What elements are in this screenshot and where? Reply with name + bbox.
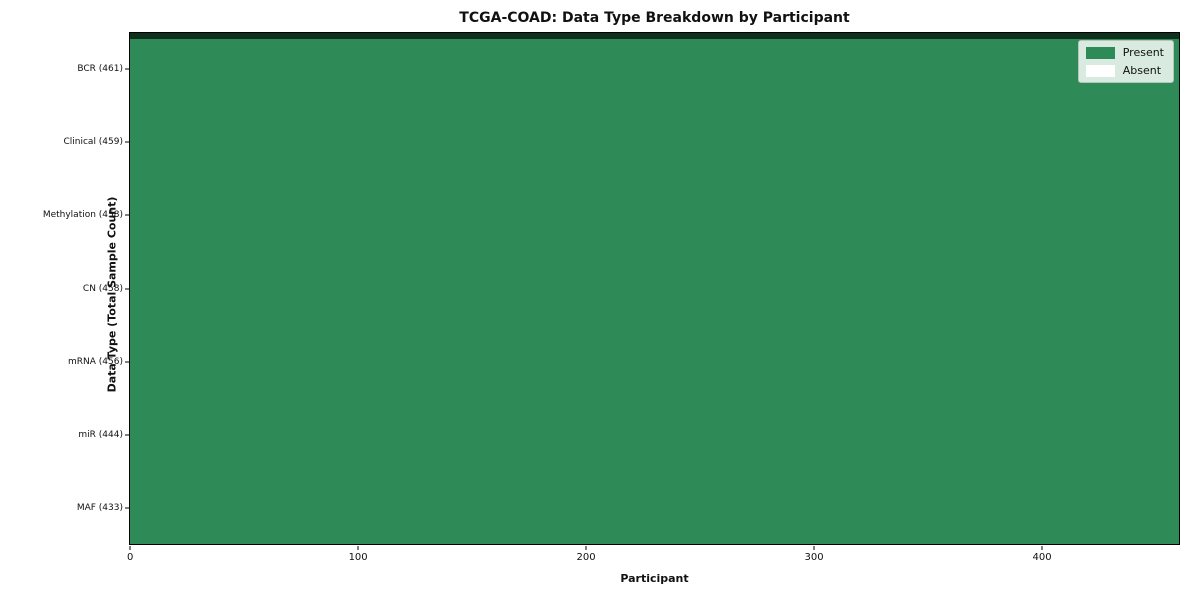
x-tick-mark bbox=[813, 546, 815, 550]
x-tick-mark bbox=[357, 546, 359, 550]
y-tick-label-mir: miR (444) bbox=[78, 430, 123, 441]
x-tick-label: 300 bbox=[804, 552, 824, 563]
y-tick-label-cn: CN (458) bbox=[82, 283, 123, 294]
x-tick-label: 100 bbox=[348, 552, 368, 563]
y-tick-label-bcr: BCR (461) bbox=[77, 63, 123, 74]
x-tick-mark bbox=[585, 546, 587, 550]
plot-area: Present Absent bbox=[129, 32, 1180, 545]
row-band-maf bbox=[130, 38, 1179, 39]
legend-label: Present bbox=[1122, 46, 1164, 59]
y-tick-label-clinical: Clinical (459) bbox=[63, 136, 123, 147]
x-tick-mark bbox=[129, 546, 131, 550]
x-tick-label: 400 bbox=[1032, 552, 1052, 563]
y-tick-label-methylation: Methylation (458) bbox=[42, 210, 123, 221]
y-tick-mark bbox=[125, 361, 129, 363]
legend-entry-present: Present bbox=[1085, 46, 1164, 59]
legend-label: Absent bbox=[1122, 64, 1162, 77]
x-tick-label: 0 bbox=[126, 552, 134, 563]
y-tick-mark bbox=[125, 141, 129, 143]
legend-entry-absent: Absent bbox=[1085, 64, 1164, 77]
y-tick-mark bbox=[125, 288, 129, 289]
legend: Present Absent bbox=[1077, 40, 1174, 83]
row-band-methylation bbox=[130, 34, 1179, 35]
y-tick-mark bbox=[125, 214, 129, 216]
y-tick-mark bbox=[125, 434, 129, 436]
row-band-mir bbox=[130, 37, 1179, 38]
row-band-clinical bbox=[130, 33, 1179, 34]
y-tick-mark bbox=[125, 68, 129, 70]
row-band-cn bbox=[130, 35, 1179, 36]
x-axis-label: Participant bbox=[620, 572, 689, 585]
legend-swatch-absent bbox=[1085, 64, 1115, 77]
x-tick-mark bbox=[1041, 546, 1043, 550]
y-tick-label-mrna: mRNA (456) bbox=[68, 356, 123, 367]
legend-swatch-present bbox=[1085, 46, 1115, 59]
y-tick-label-maf: MAF (433) bbox=[76, 503, 123, 514]
heatmap-rows bbox=[130, 33, 1179, 39]
y-tick-mark bbox=[125, 507, 129, 509]
row-band-mrna bbox=[130, 36, 1179, 37]
x-tick-label: 200 bbox=[576, 552, 596, 563]
chart-title: TCGA-COAD: Data Type Breakdown by Partic… bbox=[459, 10, 850, 26]
